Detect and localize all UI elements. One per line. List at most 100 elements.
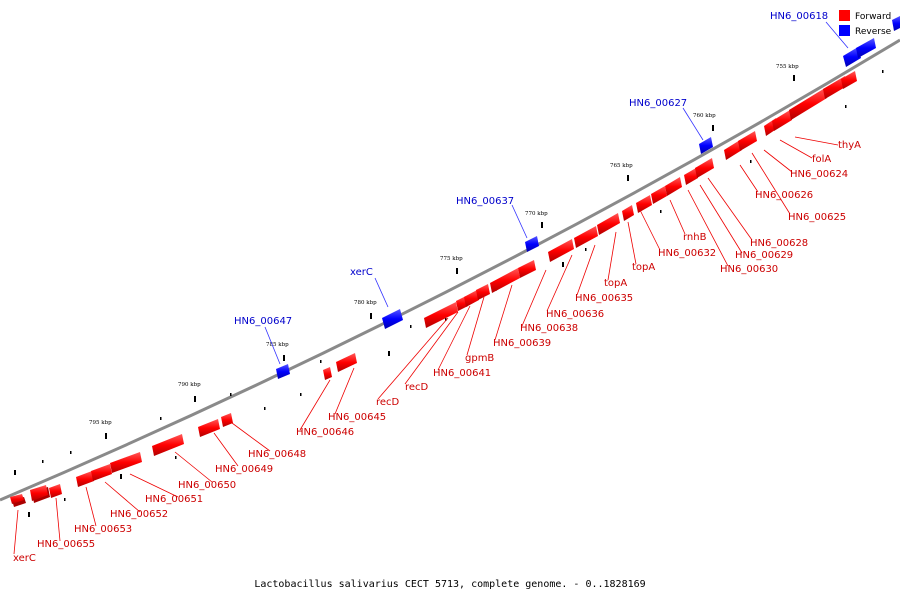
gene-block[interactable] xyxy=(597,213,620,235)
gene-block[interactable] xyxy=(843,47,861,67)
gene-label[interactable]: HN6_00650 xyxy=(178,480,236,491)
gene-block[interactable] xyxy=(518,260,536,278)
gene-label[interactable]: HN6_00649 xyxy=(215,464,273,475)
gene-block[interactable] xyxy=(651,186,667,204)
gene-label[interactable]: HN6_00625 xyxy=(788,212,846,223)
gene-label[interactable]: thyA xyxy=(838,140,861,151)
gene-label[interactable]: HN6_00636 xyxy=(546,309,604,320)
gene-block[interactable] xyxy=(684,168,698,185)
gene-block[interactable] xyxy=(525,236,539,252)
gene-label[interactable]: HN6_00651 xyxy=(145,494,203,505)
gene-block[interactable] xyxy=(91,464,112,481)
gene-block[interactable] xyxy=(574,226,598,248)
gene-block[interactable] xyxy=(323,367,332,380)
gene-label[interactable]: HN6_00626 xyxy=(755,190,813,201)
gene-label[interactable]: xerC xyxy=(13,553,36,564)
gene-block[interactable] xyxy=(76,471,94,487)
gene-block[interactable] xyxy=(548,239,574,262)
gene-block[interactable] xyxy=(636,195,652,213)
gene-block[interactable] xyxy=(823,76,847,99)
gene-block[interactable] xyxy=(841,71,857,89)
gene-block[interactable] xyxy=(336,353,357,372)
gene-block[interactable] xyxy=(772,110,792,131)
gene-label[interactable]: HN6_00645 xyxy=(328,412,386,423)
gene-label[interactable]: HN6_00647 xyxy=(234,316,292,327)
gene-block[interactable] xyxy=(152,434,184,456)
gene-label[interactable]: topA xyxy=(632,262,655,273)
scale-tick: 785 kbp xyxy=(266,342,289,361)
gene-block[interactable] xyxy=(382,309,403,329)
gene-block[interactable] xyxy=(221,413,233,427)
gene-block[interactable] xyxy=(665,177,682,196)
forward-leaders xyxy=(13,136,839,555)
gene-label[interactable]: HN6_00646 xyxy=(296,427,354,438)
gene-label[interactable]: HN6_00655 xyxy=(37,539,95,550)
gene-block[interactable] xyxy=(476,284,490,300)
scale-tick-label: 780 kbp xyxy=(354,300,377,306)
legend-item-reverse: Reverse xyxy=(839,25,892,37)
gene-block[interactable] xyxy=(110,452,142,473)
gene-label[interactable]: HN6_00635 xyxy=(575,293,633,304)
gene-label[interactable]: xerC xyxy=(350,267,373,278)
gene-label[interactable]: HN6_00637 xyxy=(456,196,514,207)
gene-label[interactable]: HN6_00641 xyxy=(433,368,491,379)
scale-tick-label: 775 kbp xyxy=(440,256,463,262)
gene-block[interactable] xyxy=(424,302,458,328)
gene-label[interactable]: folA xyxy=(812,154,831,165)
legend-swatch-forward xyxy=(839,10,850,21)
scale-tick: 765 kbp xyxy=(610,163,633,181)
gene-block[interactable] xyxy=(10,494,26,507)
gene-block[interactable] xyxy=(856,38,876,58)
gene-block[interactable] xyxy=(464,290,479,307)
gene-block[interactable] xyxy=(622,205,634,221)
gene-block[interactable] xyxy=(892,16,900,31)
scale-tick-label: 755 kbp xyxy=(776,64,799,70)
scale-tick: 795 kbp xyxy=(89,420,112,439)
gene-block[interactable] xyxy=(699,137,713,154)
gene-label[interactable]: HN6_00627 xyxy=(629,98,687,109)
scale-tick: 770 kbp xyxy=(525,211,548,228)
scale-tick-label: 795 kbp xyxy=(89,420,112,426)
gene-label[interactable]: topA xyxy=(604,278,627,289)
scale-tick-label: 785 kbp xyxy=(266,342,289,348)
gene-label[interactable]: recD xyxy=(405,382,429,393)
gene-block[interactable] xyxy=(490,268,520,293)
gene-label[interactable]: HN6_00629 xyxy=(735,250,793,261)
scale-tick: 790 kbp xyxy=(178,382,201,402)
gene-label[interactable]: HN6_00630 xyxy=(720,264,778,275)
scale-tick-label: 765 kbp xyxy=(610,163,633,169)
gene-label[interactable]: HN6_00652 xyxy=(110,509,168,520)
scale-ticks: 755 kbp 760 kbp 765 kbp 770 kbp 775 kbp … xyxy=(89,64,799,439)
gene-label[interactable]: gpmB xyxy=(465,353,494,364)
gene-label[interactable]: HN6_00639 xyxy=(493,338,551,349)
gene-label[interactable]: HN6_00618 xyxy=(770,11,828,22)
genome-backbone xyxy=(0,38,900,502)
gene-label[interactable]: rnhB xyxy=(683,232,707,243)
gene-label[interactable]: HN6_00624 xyxy=(790,169,848,180)
scale-tick: 780 kbp xyxy=(354,300,377,319)
gene-label[interactable]: HN6_00638 xyxy=(520,323,578,334)
scale-tick-label: 770 kbp xyxy=(525,211,548,217)
minor-ticks xyxy=(14,70,884,517)
scale-tick-label: 790 kbp xyxy=(178,382,201,388)
gene-block[interactable] xyxy=(789,88,827,120)
reverse-leaders xyxy=(264,21,849,365)
gene-block[interactable] xyxy=(30,485,50,503)
map-caption: Lactobacillus salivarius CECT 5713, comp… xyxy=(254,579,645,590)
forward-genes xyxy=(10,71,857,507)
gene-label[interactable]: HN6_00632 xyxy=(658,248,716,259)
gene-block[interactable] xyxy=(276,364,290,379)
gene-label[interactable]: HN6_00653 xyxy=(74,524,132,535)
gene-label[interactable]: recD xyxy=(376,397,400,408)
scale-tick: 760 kbp xyxy=(693,113,716,131)
gene-block[interactable] xyxy=(49,484,62,498)
legend: Forward Reverse xyxy=(839,10,892,37)
gene-label[interactable]: HN6_00648 xyxy=(248,449,306,460)
gene-block[interactable] xyxy=(724,140,742,160)
legend-swatch-reverse xyxy=(839,25,850,36)
gene-block[interactable] xyxy=(198,419,220,437)
gene-block[interactable] xyxy=(695,158,714,178)
gene-label[interactable]: HN6_00628 xyxy=(750,238,808,249)
gene-block[interactable] xyxy=(738,131,757,151)
